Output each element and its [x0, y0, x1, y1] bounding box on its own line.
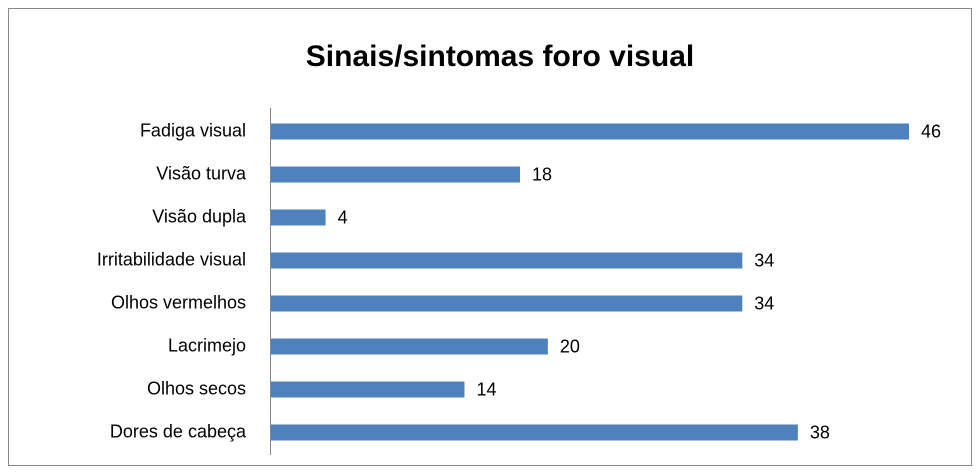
- bar: [271, 338, 548, 355]
- value-label: 14: [476, 379, 496, 399]
- bar: [271, 424, 798, 441]
- bar: [271, 123, 909, 140]
- bar: [271, 209, 326, 226]
- bar: [271, 252, 743, 269]
- category-label: Lacrimejo: [168, 335, 246, 355]
- chart-border: [8, 8, 972, 466]
- value-label: 46: [921, 121, 941, 141]
- category-label: Olhos secos: [147, 378, 246, 398]
- category-label: Visão dupla: [152, 206, 247, 226]
- category-label: Irritabilidade visual: [97, 249, 246, 269]
- bar: [271, 166, 521, 183]
- value-label: 20: [560, 336, 580, 356]
- category-label: Fadiga visual: [140, 120, 246, 140]
- chart-title: Sinais/sintomas foro visual: [306, 40, 694, 73]
- bar: [271, 295, 743, 312]
- category-label: Visão turva: [156, 163, 247, 183]
- value-label: 38: [810, 422, 830, 442]
- value-label: 18: [532, 164, 552, 184]
- value-label: 4: [338, 207, 348, 227]
- category-label: Olhos vermelhos: [111, 292, 246, 312]
- value-label: 34: [754, 250, 774, 270]
- value-label: 34: [754, 293, 774, 313]
- bar: [271, 381, 465, 398]
- category-label: Dores de cabeça: [110, 421, 247, 441]
